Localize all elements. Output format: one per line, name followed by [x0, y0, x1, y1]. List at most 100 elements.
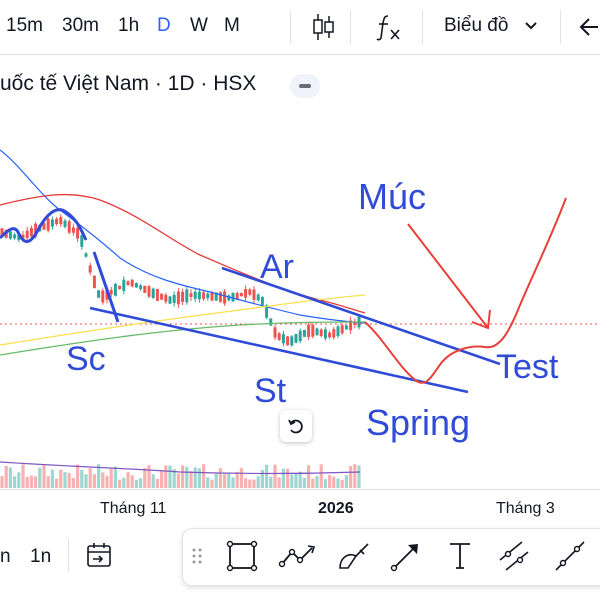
- volume-bar: [92, 474, 96, 488]
- candle-body: [294, 334, 298, 343]
- candle-body: [122, 279, 126, 291]
- volume-ma-line: [0, 461, 361, 475]
- volume-bar: [126, 472, 130, 488]
- candle-body: [13, 234, 17, 239]
- volume-bar: [328, 475, 332, 488]
- channel-upper-line: [221, 266, 501, 366]
- drag-handle-icon[interactable]: [188, 538, 206, 574]
- candle-body: [206, 293, 210, 299]
- toolbar-separator: [422, 10, 423, 44]
- candle-body: [214, 292, 218, 301]
- annotation-sc: Sc: [66, 340, 106, 378]
- volume-bar: [25, 476, 29, 488]
- volume-bar: [185, 466, 189, 488]
- ma-line-yellow: [0, 294, 366, 346]
- candle-body: [290, 336, 294, 346]
- timeframe-15m[interactable]: 15m: [6, 15, 43, 36]
- price-chart[interactable]: [0, 100, 600, 490]
- volume-bar: [235, 471, 239, 488]
- timeframe-30m[interactable]: 30m: [62, 15, 99, 36]
- range-button-1n[interactable]: 1n: [30, 546, 52, 567]
- volume-bar: [294, 473, 298, 488]
- x-axis-label: 2026: [318, 500, 354, 517]
- candle-body: [34, 223, 38, 237]
- parallel-channel-icon[interactable]: [496, 538, 532, 574]
- range-button[interactable]: n: [0, 546, 11, 567]
- annotation-ar: Ar: [260, 248, 294, 286]
- volume-bar: [164, 465, 168, 488]
- volume-bar: [42, 465, 46, 488]
- candle-body: [302, 329, 306, 337]
- volume-bar: [256, 476, 260, 488]
- annotation-wave-stroke: [0, 208, 88, 243]
- x-axis-line: [0, 489, 600, 490]
- candle-body: [336, 326, 340, 337]
- volume-bar: [134, 479, 138, 488]
- volume-bar: [302, 477, 306, 488]
- collapse-legend-button[interactable]: [290, 74, 320, 98]
- symbol-title: uốc tế Việt Nam · 1D · HSX: [0, 72, 257, 95]
- candle-body: [332, 329, 336, 338]
- candle-body: [172, 294, 176, 303]
- timeframe-1h[interactable]: 1h: [118, 15, 140, 36]
- volume-bar: [197, 468, 201, 488]
- candle-body: [143, 285, 147, 293]
- candle-body: [256, 294, 260, 301]
- candle-body: [42, 223, 46, 230]
- candlestick-icon[interactable]: [312, 12, 336, 47]
- toolbar-separator: [560, 10, 561, 44]
- candle-body: [155, 289, 159, 301]
- volume-bar: [193, 467, 197, 488]
- volume-bar: [130, 475, 134, 488]
- volume-bar: [29, 475, 33, 488]
- candle-body: [97, 290, 101, 298]
- annotation-st: St: [254, 372, 287, 410]
- candle-body: [17, 235, 21, 240]
- volume-bar: [277, 477, 281, 488]
- candle-body: [176, 291, 180, 305]
- brush-tool-icon[interactable]: [334, 538, 370, 574]
- volume-bar: [97, 464, 101, 488]
- candle-body: [231, 292, 235, 302]
- candle-body: [298, 330, 302, 342]
- calendar-goto-icon[interactable]: [84, 540, 114, 575]
- timeframe-d[interactable]: D: [157, 15, 171, 36]
- arrow-tool-icon[interactable]: [388, 538, 424, 574]
- timeframe-m[interactable]: M: [224, 15, 240, 36]
- arrow-left-icon[interactable]: [578, 14, 600, 45]
- volume-bar: [38, 467, 42, 488]
- candle-body: [76, 227, 80, 239]
- candle-body: [311, 324, 315, 337]
- timeframe-w[interactable]: W: [190, 15, 208, 36]
- chart-type-menu[interactable]: Biểu đồ: [444, 15, 509, 36]
- volume-bar: [8, 467, 12, 488]
- chevron-down-icon[interactable]: [524, 16, 538, 41]
- candle-body: [218, 292, 222, 302]
- undo-button[interactable]: [280, 410, 312, 442]
- toolbar-separator: [290, 10, 291, 44]
- volume-bar: [231, 477, 235, 488]
- channel-lower-line: [89, 306, 469, 394]
- rectangle-tool-icon[interactable]: [224, 538, 260, 574]
- annotation-muc: Múc: [358, 176, 427, 217]
- candle-body: [269, 318, 273, 326]
- volume-bar: [202, 464, 206, 488]
- volume-bar: [273, 464, 277, 488]
- x-axis-label: Tháng 11: [100, 500, 167, 517]
- volume-bar: [307, 465, 311, 488]
- candle-body: [328, 332, 332, 338]
- text-tool-icon[interactable]: [444, 538, 480, 574]
- path-tool-icon[interactable]: [278, 538, 316, 574]
- candle-body: [46, 218, 50, 231]
- volume-bar: [244, 478, 248, 488]
- trend-line-icon[interactable]: [552, 538, 588, 574]
- fx-icon[interactable]: [376, 13, 402, 46]
- candle-body: [239, 292, 243, 297]
- candle-body: [139, 285, 143, 290]
- volume-bar: [34, 476, 38, 488]
- volume-bar: [155, 478, 159, 488]
- candle-body: [265, 305, 269, 318]
- annotation-drop-stroke: [92, 251, 120, 323]
- volume-bar: [105, 475, 109, 488]
- volume-bar: [311, 478, 315, 488]
